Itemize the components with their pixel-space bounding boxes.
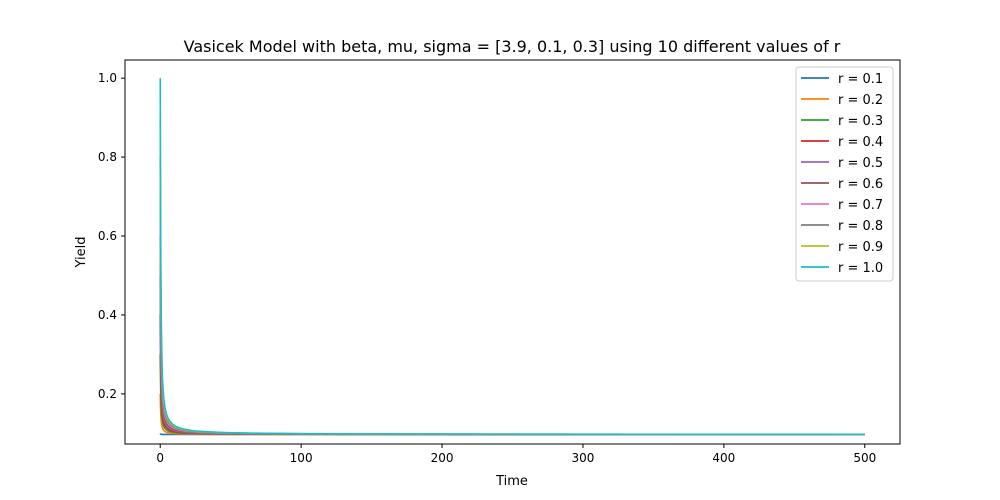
y-tick-label: 0.4 [98, 308, 117, 322]
legend-label: r = 0.6 [838, 177, 883, 192]
y-axis: 0.2 0.4 0.6 0.8 1.0 [98, 71, 125, 401]
x-tick-label: 400 [712, 451, 735, 465]
legend-entries: r = 0.1 r = 0.2 r = 0.3 r = 0.4 r = 0.5 r = 0… [801, 72, 883, 276]
x-tick-label: 0 [156, 451, 164, 465]
x-tick-label: 500 [853, 451, 876, 465]
legend-label: r = 0.5 [838, 156, 883, 171]
legend-label: r = 0.2 [838, 93, 883, 108]
x-axis-label: Time [495, 474, 528, 489]
x-tick-label: 100 [290, 451, 313, 465]
y-tick-label: 0.6 [98, 229, 117, 243]
x-tick-label: 300 [572, 451, 595, 465]
y-tick-label: 0.2 [98, 387, 117, 401]
legend: r = 0.1 r = 0.2 r = 0.3 r = 0.4 r = 0.5 r = 0… [795, 66, 894, 282]
legend-label: r = 0.9 [838, 240, 883, 255]
legend-label: r = 0.8 [838, 219, 883, 234]
x-tick-label: 200 [431, 451, 454, 465]
legend-label: r = 0.1 [838, 72, 883, 87]
legend-label: r = 0.3 [838, 114, 883, 129]
legend-label: r = 0.7 [838, 198, 883, 213]
x-axis: 0 100 200 300 400 500 [156, 444, 876, 465]
legend-label: r = 0.4 [838, 135, 883, 150]
legend-label: r = 1.0 [838, 261, 883, 276]
series-layer [159, 78, 865, 436]
series-line-10 [159, 78, 865, 436]
chart-title: Vasicek Model with beta, mu, sigma = [3.… [184, 37, 841, 56]
y-tick-label: 0.8 [98, 150, 117, 164]
plot-frame [124, 59, 901, 445]
y-tick-label: 1.0 [98, 71, 117, 85]
y-axis-label: Yield [74, 237, 89, 269]
